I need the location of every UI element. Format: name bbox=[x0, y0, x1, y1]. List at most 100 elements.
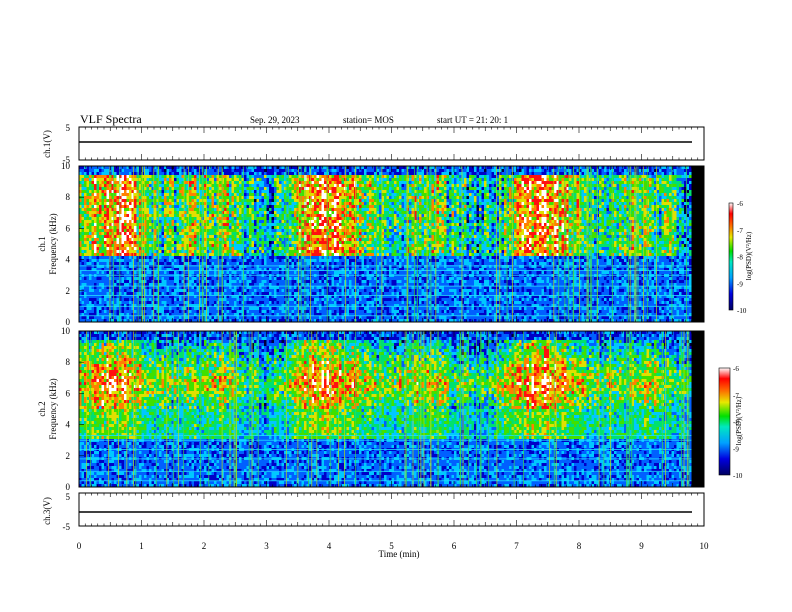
spectrogram-cell bbox=[84, 283, 87, 287]
spectrogram-cell bbox=[99, 265, 102, 269]
spectrogram-cell bbox=[299, 178, 302, 182]
spectrogram-cell bbox=[129, 301, 132, 305]
spectrogram-cell bbox=[294, 208, 297, 212]
spectrogram-cell bbox=[231, 289, 235, 293]
spectrogram-cell bbox=[114, 256, 117, 260]
spectrogram-cell bbox=[254, 190, 257, 194]
spectrogram-cell bbox=[306, 196, 310, 200]
spectrogram-cell bbox=[81, 307, 85, 311]
spectrogram-cell bbox=[116, 316, 120, 320]
spectrogram-cell bbox=[191, 241, 195, 245]
spectrogram-cell bbox=[219, 253, 222, 257]
spectrogram-cell bbox=[299, 250, 302, 254]
spectrogram-cell bbox=[186, 241, 190, 245]
spectrogram-cell bbox=[139, 295, 142, 299]
spectrogram-cell bbox=[276, 211, 280, 215]
spectrogram-cell bbox=[279, 238, 282, 242]
spectrogram-cell bbox=[126, 313, 130, 317]
spectrogram-cell bbox=[146, 304, 150, 308]
spectrogram-cell bbox=[279, 226, 282, 230]
spectrogram-cell bbox=[269, 307, 272, 311]
spectrogram-cell bbox=[284, 271, 287, 275]
spectrogram-cell bbox=[266, 319, 270, 322]
spectrogram-cell bbox=[284, 241, 287, 245]
spectrogram-cell bbox=[234, 223, 237, 227]
spectrogram-cell bbox=[236, 265, 240, 269]
spectrogram-cell bbox=[261, 220, 265, 224]
spectrogram-cell bbox=[104, 259, 107, 263]
spectrogram-cell bbox=[274, 211, 277, 215]
spectrogram-cell bbox=[169, 265, 172, 269]
spectrogram-cell bbox=[131, 262, 135, 266]
spectrogram-cell bbox=[304, 205, 307, 209]
spectrogram-cell bbox=[106, 277, 110, 281]
spectrogram-cell bbox=[159, 292, 162, 296]
spectrogram-cell bbox=[301, 220, 305, 224]
spectrogram-cell bbox=[239, 205, 242, 209]
spectrogram-cell bbox=[269, 238, 272, 242]
spectrogram-cell bbox=[236, 238, 240, 242]
spectrogram-cell bbox=[284, 265, 287, 269]
spectrogram-cell bbox=[99, 283, 102, 287]
spectrogram-cell bbox=[179, 187, 182, 191]
spectrogram-cell bbox=[151, 286, 155, 290]
spectrogram-cell bbox=[84, 193, 87, 197]
spectrogram-cell bbox=[241, 211, 245, 215]
spectrogram-cell bbox=[214, 238, 217, 242]
spectrogram-cell bbox=[116, 238, 120, 242]
spectrogram-cell bbox=[161, 280, 165, 284]
spectrogram-cell bbox=[236, 211, 240, 215]
spectrogram-cell bbox=[171, 289, 175, 293]
spectrogram-cell bbox=[134, 196, 137, 200]
spectrogram-cell bbox=[184, 193, 187, 197]
spectrogram-cell bbox=[179, 181, 182, 185]
spectrogram-cell bbox=[149, 295, 152, 299]
spectrogram-cell bbox=[159, 208, 162, 212]
spectrogram-cell bbox=[296, 187, 300, 191]
spectrogram-cell bbox=[159, 202, 162, 206]
spectrogram-cell bbox=[239, 319, 242, 322]
spectrogram-cell bbox=[161, 244, 165, 248]
spectrogram-cell bbox=[214, 211, 217, 215]
spectrogram-cell bbox=[119, 175, 122, 179]
spectrogram-cell bbox=[121, 259, 125, 263]
spectrogram-cell bbox=[134, 298, 137, 302]
spectrogram-cell bbox=[266, 241, 270, 245]
spectrogram-cell bbox=[299, 193, 302, 197]
spectrogram-cell bbox=[86, 166, 90, 170]
spectrogram-cell bbox=[199, 286, 202, 290]
spectrogram-cell bbox=[149, 316, 152, 320]
spectrogram-cell bbox=[179, 310, 182, 314]
spectrogram-cell bbox=[211, 202, 215, 206]
spectrogram-cell bbox=[229, 172, 232, 176]
spectrogram-cell bbox=[119, 307, 122, 311]
spectrogram-cell bbox=[194, 211, 197, 215]
spectrogram-cell bbox=[266, 223, 270, 227]
spectrogram-cell bbox=[281, 235, 285, 239]
spectrogram-cell bbox=[209, 283, 212, 287]
spectrogram-cell bbox=[276, 238, 280, 242]
spectrogram-cell bbox=[84, 280, 87, 284]
spectrogram-cell bbox=[81, 241, 85, 245]
spectrogram-cell bbox=[151, 313, 155, 317]
spectrogram-cell bbox=[226, 241, 230, 245]
spectrogram-cell bbox=[236, 289, 240, 293]
spectrogram-cell bbox=[296, 217, 300, 221]
spectrogram-cell bbox=[86, 268, 90, 272]
spectrogram-cell bbox=[151, 250, 155, 254]
spectrogram-cell bbox=[154, 211, 157, 215]
spectrogram-cell bbox=[249, 217, 252, 221]
spectrogram-cell bbox=[206, 193, 210, 197]
spectrogram-cell bbox=[221, 235, 225, 239]
spectrogram-cell bbox=[124, 205, 127, 209]
spectrogram-cell bbox=[81, 262, 85, 266]
spectrogram-cell bbox=[139, 211, 142, 215]
spectrogram-cell bbox=[141, 295, 145, 299]
spectrogram-cell bbox=[131, 310, 135, 314]
spectrogram-cell bbox=[204, 259, 207, 263]
spectrogram-cell bbox=[179, 286, 182, 290]
spectrogram-cell bbox=[194, 196, 197, 200]
spectrogram-cell bbox=[151, 241, 155, 245]
spectrogram-cell bbox=[166, 319, 170, 322]
spectrogram-cell bbox=[154, 289, 157, 293]
